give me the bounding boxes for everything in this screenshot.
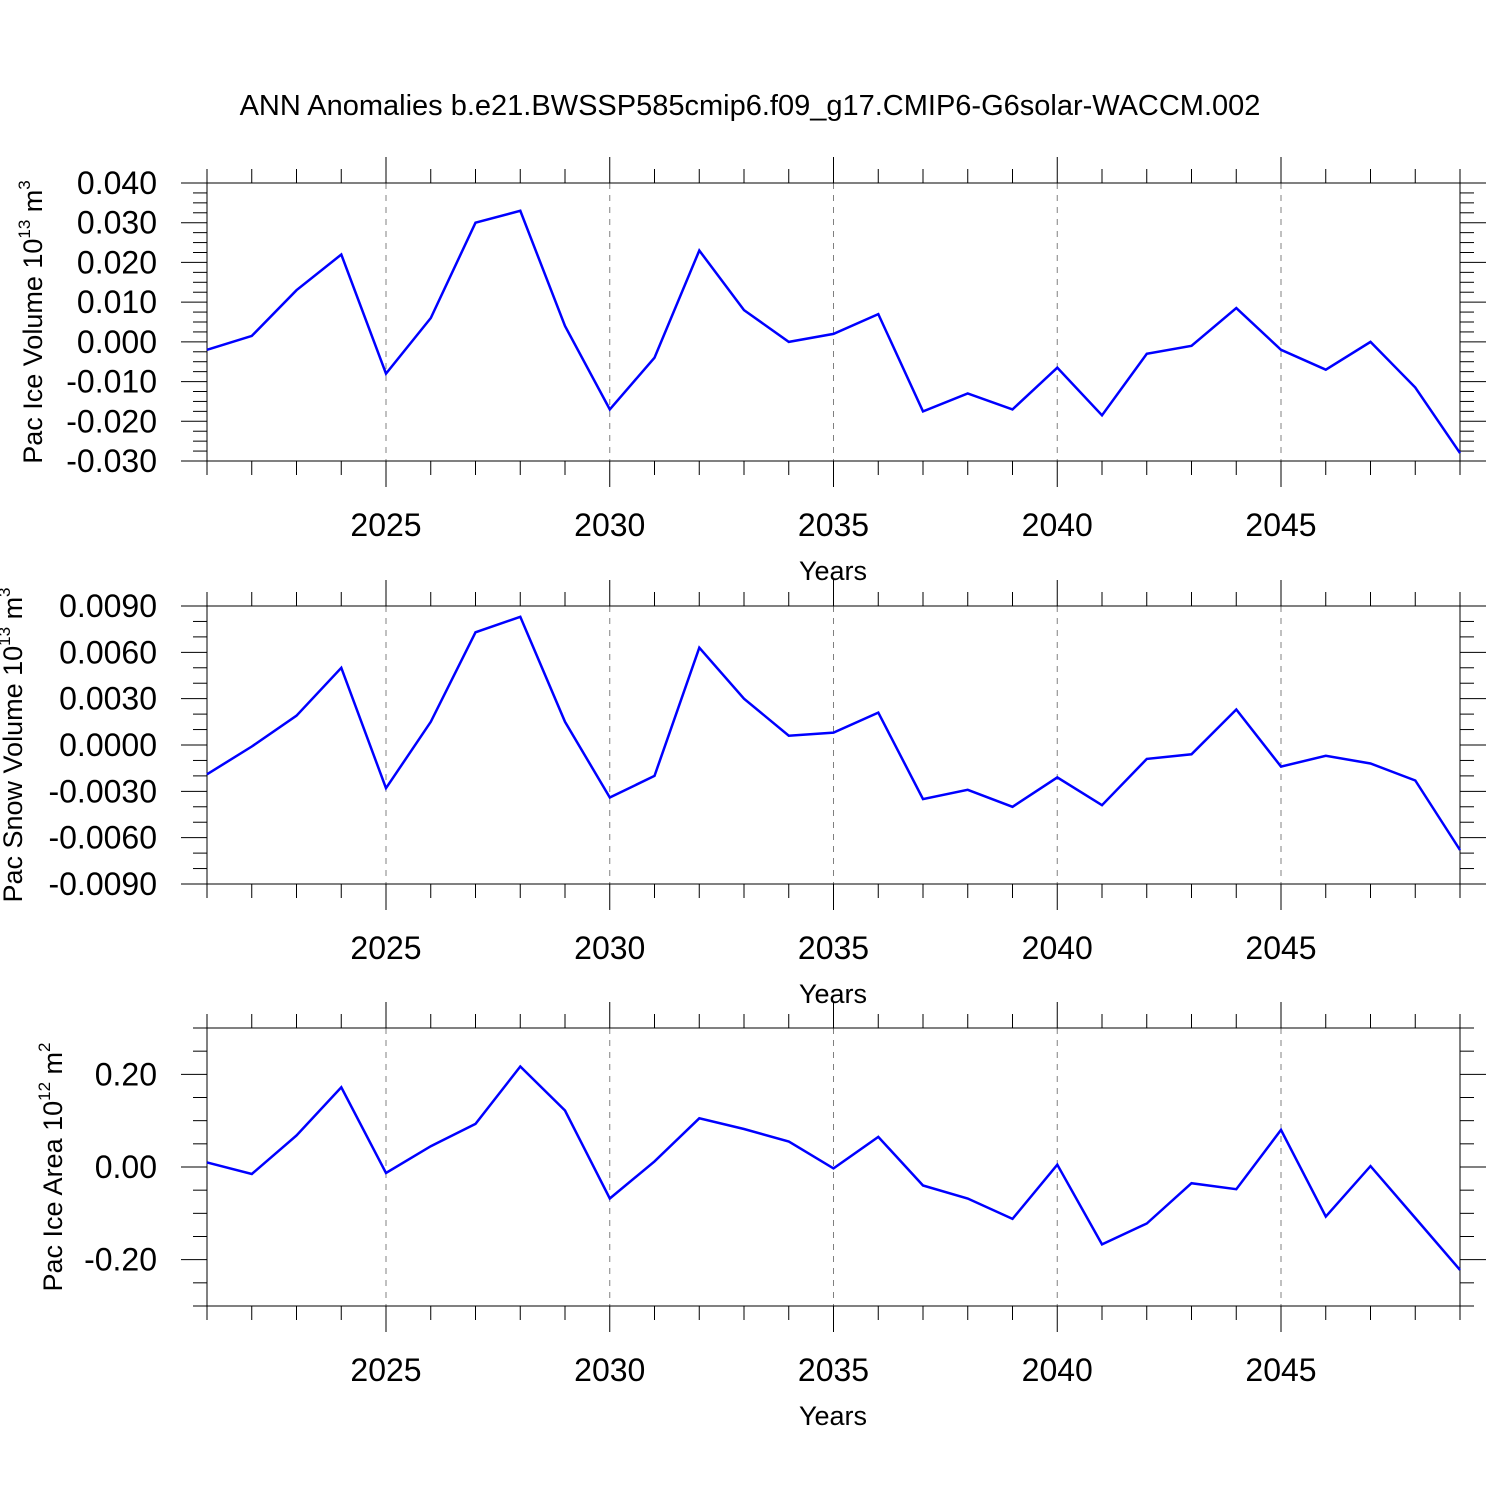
panel-2-y-tick-label: 0.0030 — [59, 681, 157, 717]
panel-2-y-tick-label: 0.0090 — [59, 588, 157, 624]
panel-3-y-axis-label: Pac Ice Area 1012 m2 — [35, 1042, 68, 1291]
panel-1-x-tick-label: 2045 — [1245, 507, 1316, 543]
panel-1-x-tick-label: 2035 — [798, 507, 869, 543]
panel-3-x-tick-label: 2040 — [1022, 1352, 1093, 1388]
panel-1-frame — [206, 182, 1461, 462]
panel-3-series-line — [206, 1064, 1461, 1271]
panel-3-x-tick-label: 2035 — [798, 1352, 869, 1388]
panel-2-x-tick-label: 2035 — [798, 930, 869, 966]
panel-1-y-tick-label: 0.020 — [77, 244, 157, 280]
panel-1-y-tick-label: 0.010 — [77, 284, 157, 320]
panel-3-x-tick-label: 2030 — [574, 1352, 645, 1388]
panel-3-x-tick-label: 2025 — [350, 1352, 421, 1388]
panel-1-x-tick-label: 2030 — [574, 507, 645, 543]
panel-2-y-tick-label: -0.0030 — [48, 773, 157, 809]
panel-3-frame — [206, 1027, 1461, 1307]
panel-1-x-tick-label: 2025 — [350, 507, 421, 543]
panel-1-y-axis-label: Pac Ice Volume 1013 m3 — [15, 180, 48, 464]
panel-2-y-axis-label: Pac Snow Volume 1013 m3 — [0, 587, 28, 902]
panel-2-x-tick-label: 2045 — [1245, 930, 1316, 966]
panel-3-y-tick-label: 0.20 — [95, 1056, 157, 1092]
panel-2-frame — [206, 605, 1461, 885]
panel-1-y-tick-label: -0.010 — [66, 364, 157, 400]
panel-3-y-tick-label: 0.00 — [95, 1149, 157, 1185]
panel-2-y-tick-label: 0.0000 — [59, 727, 157, 763]
panel-3-y-tick-label: -0.20 — [84, 1242, 157, 1278]
panel-3-x-tick-label: 2045 — [1245, 1352, 1316, 1388]
panel-2-x-tick-label: 2030 — [574, 930, 645, 966]
panel-3-x-axis-label: Years — [799, 1401, 867, 1431]
chart-title: ANN Anomalies b.e21.BWSSP585cmip6.f09_g1… — [239, 90, 1261, 122]
panel-1-x-tick-label: 2040 — [1022, 507, 1093, 543]
panel-1-y-tick-label: 0.030 — [77, 205, 157, 241]
panel-1-y-tick-label: -0.030 — [66, 443, 157, 479]
panel-2-y-tick-label: -0.0090 — [48, 866, 157, 902]
panel-2-x-tick-label: 2025 — [350, 930, 421, 966]
panel-1-y-tick-label: 0.000 — [77, 324, 157, 360]
panel-2-y-tick-label: -0.0060 — [48, 820, 157, 856]
panel-1-y-tick-label: 0.040 — [77, 165, 157, 201]
panel-1-y-tick-label: -0.020 — [66, 403, 157, 439]
panel-2-y-tick-label: 0.0060 — [59, 634, 157, 670]
panel-2-x-tick-label: 2040 — [1022, 930, 1093, 966]
